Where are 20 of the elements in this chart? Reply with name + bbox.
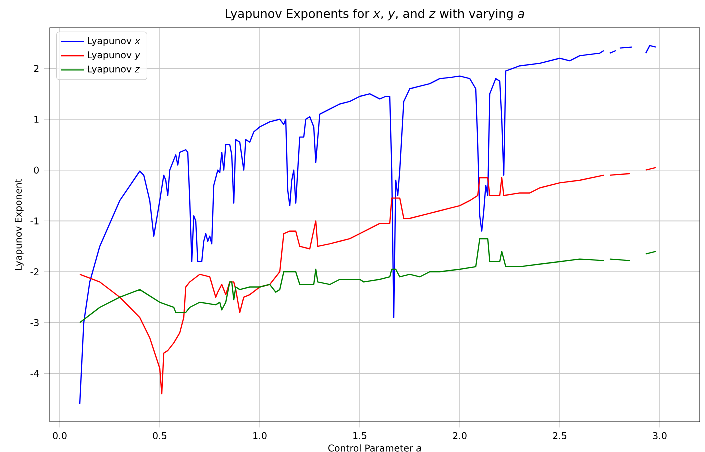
x-tick-label: 0.5: [153, 432, 167, 440]
x-tick-label: 3.0: [653, 432, 667, 440]
y-tick-label: -4: [30, 370, 40, 378]
legend-label: Lyapunov z: [88, 66, 140, 75]
y-tick-label: -1: [30, 218, 39, 225]
x-tick-label: 2.0: [453, 432, 467, 440]
x-tick-label: 1.0: [254, 432, 267, 440]
y-tick-label: 1: [34, 116, 39, 123]
x-axis-title: Control Parameter a: [328, 444, 422, 452]
legend-label: Lyapunov y: [88, 52, 141, 60]
x-tick-label: 1.5: [354, 432, 367, 440]
y-tick-label: -3: [30, 319, 39, 326]
y-tick-label: -2: [30, 268, 39, 276]
chart-title: Lyapunov Exponents for x, y, and z with varying a: [226, 9, 524, 21]
y-tick-label: 0: [34, 166, 39, 174]
x-tick-label: 0.0: [53, 432, 67, 440]
x-tick-label: 2.5: [553, 432, 567, 440]
legend-label: Lyapunov x: [88, 38, 141, 46]
y-tick-label: 2: [34, 65, 39, 72]
y-axis-title: Lyapunov Exponent: [15, 179, 24, 270]
